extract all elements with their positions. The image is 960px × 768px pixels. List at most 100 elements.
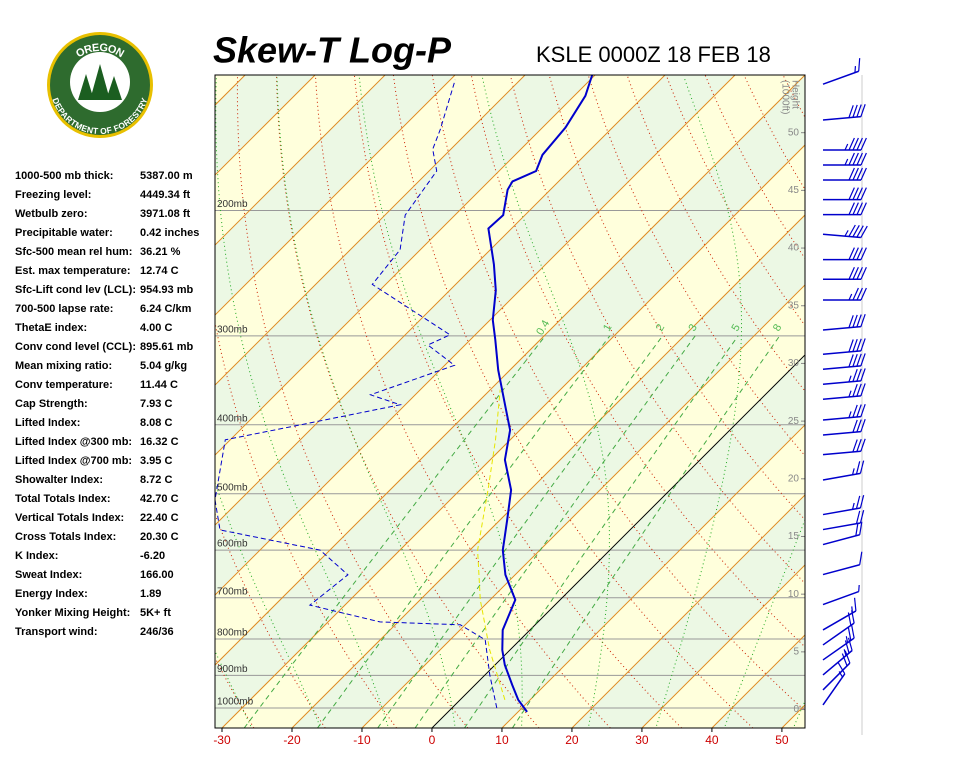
stat-value: 3971.08 ft — [140, 208, 190, 220]
stat-value: 22.40 C — [140, 512, 179, 524]
stat-label: Precipitable water: — [15, 227, 113, 239]
stat-value: 36.21 % — [140, 246, 181, 258]
barb-feather — [860, 104, 866, 117]
stat-value: 7.93 C — [140, 398, 172, 410]
stat-value: 0.42 inches — [140, 227, 199, 239]
barb-feather — [856, 314, 862, 328]
barb-feather — [851, 625, 855, 639]
isotherm-band — [215, 75, 805, 728]
stat-label: Mean mixing ratio: — [15, 360, 112, 372]
barb-feather — [860, 287, 867, 301]
moist-adiabat — [358, 77, 523, 728]
wind-barb — [822, 58, 861, 85]
wind-barb — [822, 510, 865, 531]
wind-barb — [822, 650, 851, 691]
isotherm — [221, 144, 805, 728]
wind-barb — [822, 338, 866, 355]
barb-shaft — [822, 450, 861, 456]
dry-adiabat — [548, 75, 805, 521]
isotherm-band — [922, 75, 960, 728]
barb-feather — [848, 187, 855, 200]
barb-feather — [856, 438, 862, 452]
moist-adiabat — [215, 77, 390, 728]
wind-barb — [822, 224, 868, 239]
barb-feather — [856, 104, 862, 118]
barb-feather — [848, 137, 855, 151]
y2-tick-label: 35 — [788, 300, 800, 311]
x-tick-label: 40 — [705, 733, 719, 747]
barb-feather — [848, 105, 854, 118]
barb-feather — [845, 636, 849, 643]
wind-barb — [822, 353, 866, 370]
wind-barb — [822, 460, 865, 481]
wind-barb — [822, 625, 855, 661]
stat-label: K Index: — [15, 550, 58, 562]
barb-feather — [860, 314, 866, 327]
barb-feather — [860, 368, 866, 382]
barb-feather — [860, 137, 867, 151]
y2-tick-label: 50 — [788, 127, 800, 138]
wind-barb — [823, 137, 867, 151]
stats: 1000-500 mb thick: 5387.00 m Freezing leve… — [15, 170, 199, 638]
barb-feather — [852, 225, 860, 238]
wind-barb — [823, 247, 867, 261]
barb-feather — [856, 202, 863, 215]
y-tick-label: 1000mb — [217, 697, 254, 708]
x-tick-label: -10 — [353, 733, 371, 747]
stat-value: 4.00 C — [140, 322, 172, 334]
stat-label: Transport wind: — [15, 626, 98, 638]
barb-shaft — [822, 610, 857, 631]
y2-tick-label: 25 — [788, 416, 800, 427]
barb-feather — [851, 610, 855, 624]
stat-label: Lifted Index @300 mb: — [15, 436, 132, 448]
stat-value: 1.89 — [140, 588, 161, 600]
mixing-ratio-label: 5 — [729, 322, 742, 333]
y2-axis-label: (1000ft) — [779, 80, 790, 114]
stat-value: 3.95 C — [140, 455, 172, 467]
barb-shaft — [822, 649, 853, 676]
dry-adiabat — [509, 75, 805, 585]
barb-feather — [847, 627, 852, 641]
x-tick-label: -30 — [213, 733, 231, 747]
wind-barb — [823, 187, 867, 201]
barb-feather — [848, 339, 854, 353]
barb-feather — [855, 461, 861, 475]
barb-feather — [848, 315, 854, 328]
y2-tick-label: 0 — [793, 704, 799, 715]
barb-feather — [847, 612, 852, 626]
barb-shaft — [822, 233, 861, 239]
barb-feather — [852, 439, 858, 453]
barb-feather — [856, 287, 863, 301]
barb-shaft — [822, 622, 855, 646]
barb-feather — [848, 167, 855, 181]
isotherm — [215, 75, 736, 596]
barb-feather — [844, 158, 849, 166]
stat-value: 954.93 mb — [140, 284, 193, 296]
isotherm-band — [781, 704, 805, 728]
x-tick-label: -20 — [283, 733, 301, 747]
barb-feather — [858, 58, 861, 72]
barb-feather — [848, 354, 854, 368]
plot-frame — [214, 74, 806, 729]
barb-feather — [860, 383, 866, 397]
barb-feather — [848, 202, 855, 215]
stat-label: 1000-500 mb thick: — [15, 170, 113, 182]
stat-value: 12.74 C — [140, 265, 179, 277]
barb-feather — [855, 510, 861, 524]
barb-feather — [852, 202, 859, 215]
stat-value: 8.08 C — [140, 417, 172, 429]
wind-barb — [822, 314, 866, 331]
plot — [215, 75, 960, 728]
barb-shaft — [822, 325, 861, 331]
wind-barb — [822, 419, 866, 436]
isotherm — [215, 75, 805, 666]
wind-barb — [822, 404, 866, 421]
stat-label: ThetaE index: — [15, 322, 87, 334]
stat-label: Lifted Index @700 mb: — [15, 455, 132, 467]
dry-adiabat — [626, 75, 805, 392]
barb-feather — [855, 495, 861, 509]
barb-feather — [860, 225, 868, 238]
barb-feather — [843, 649, 847, 656]
barb-feather — [848, 375, 852, 383]
logo-trees — [78, 64, 122, 100]
